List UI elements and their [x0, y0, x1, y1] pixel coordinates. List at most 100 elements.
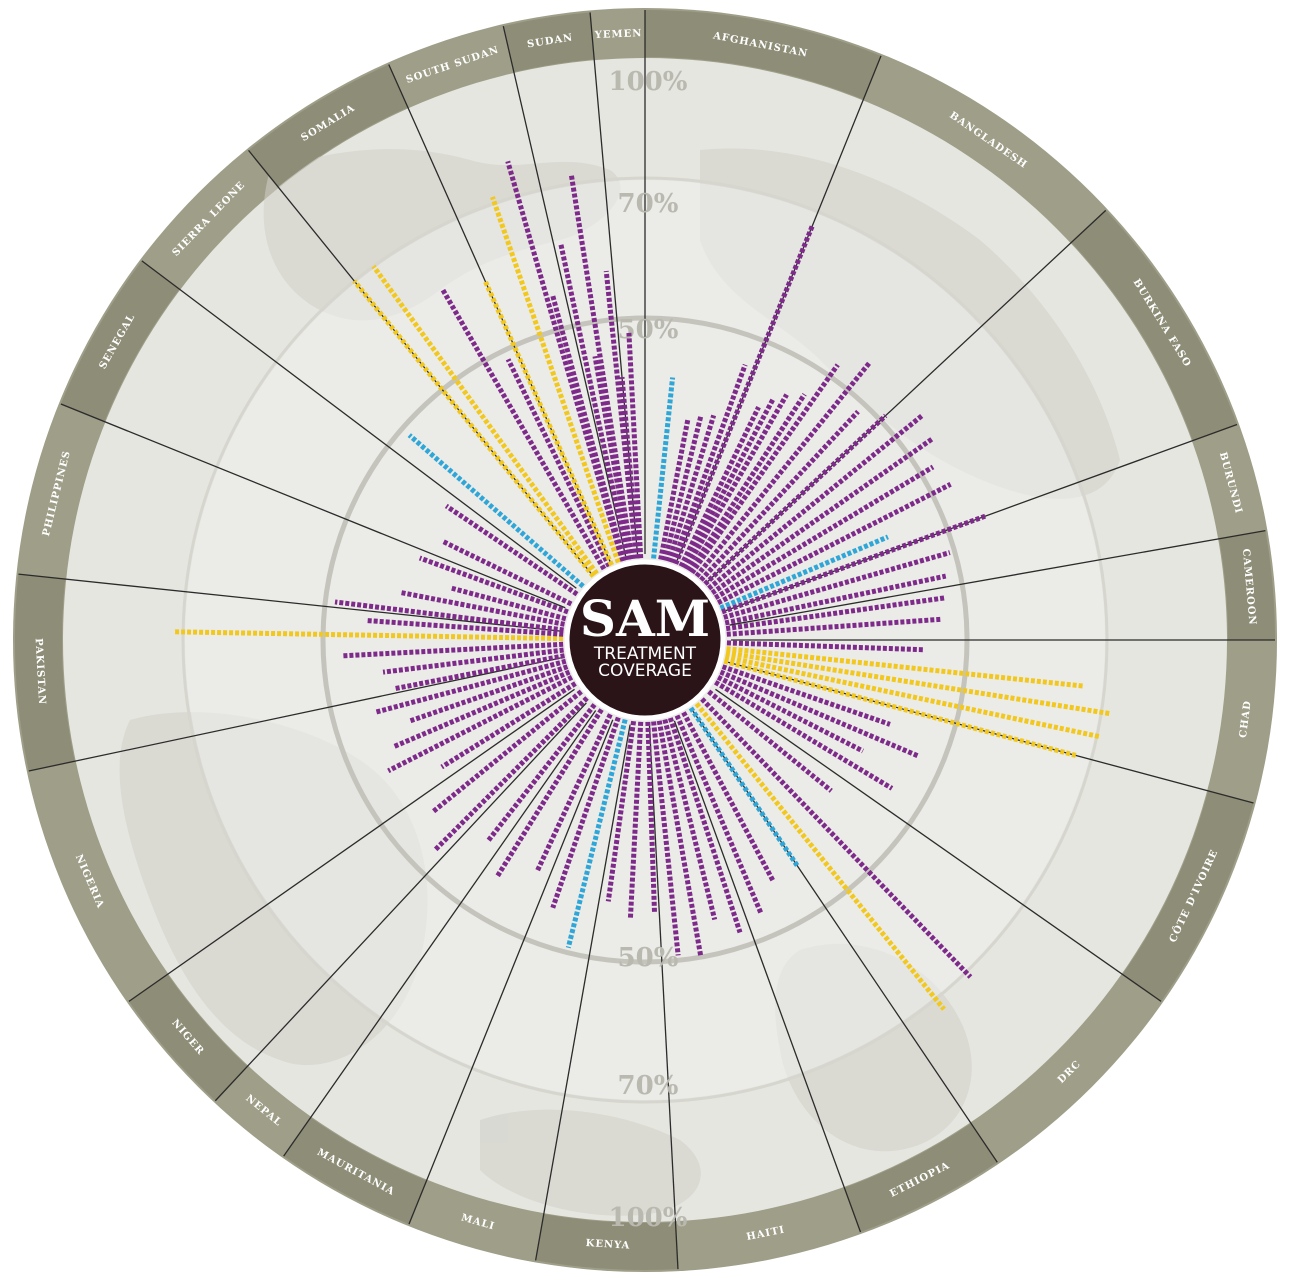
sector-divider — [534, 724, 631, 1261]
scale-label-bottom-50: 50% — [618, 943, 679, 973]
sector-dividers — [15, 10, 1275, 1271]
sector-divider — [128, 688, 575, 1002]
coverage-bar — [367, 618, 564, 637]
coverage-bar — [656, 720, 704, 958]
coverage-bar — [678, 406, 761, 568]
sector-divider — [28, 657, 562, 772]
coverage-bar — [673, 223, 816, 565]
ring-segment — [15, 574, 75, 771]
coverage-bar — [651, 721, 681, 956]
coverage-bar — [430, 689, 583, 815]
coverage-bar — [689, 363, 840, 575]
scale-label-top-50: 50% — [618, 315, 679, 345]
coverage-bar — [707, 689, 833, 793]
scale-label-bottom-100: 100% — [609, 1203, 688, 1233]
coverage-bar — [558, 242, 631, 561]
country-label: KENYA — [585, 1238, 630, 1252]
coverage-bar — [565, 718, 628, 949]
coverage-bar — [592, 355, 634, 560]
ring-segment — [1122, 790, 1254, 1002]
coverage-bar — [382, 647, 564, 675]
coverage-bar — [626, 332, 644, 559]
ring-segment — [645, 10, 882, 100]
coverage-bar — [387, 674, 574, 774]
coverage-bar — [694, 360, 872, 578]
sector-divider — [408, 719, 614, 1225]
coverage-bar — [392, 669, 571, 750]
coverage-bar — [724, 573, 947, 626]
coverage-bar — [568, 173, 635, 560]
ring-segment — [60, 260, 180, 422]
coverage-bar — [352, 279, 596, 578]
coverage-bar — [550, 294, 627, 562]
scale-label-bottom-70: 70% — [618, 1071, 679, 1101]
sector-divider — [729, 529, 1266, 626]
coverage-bar — [439, 287, 607, 571]
coverage-bar — [721, 664, 891, 727]
country-label: PAKISTAN — [33, 638, 47, 705]
coverage-bar — [667, 717, 743, 934]
coverage-bar — [440, 681, 577, 770]
ring-segment — [128, 974, 248, 1101]
coverage-bar — [725, 650, 1112, 717]
coverage-bar — [173, 629, 564, 642]
coverage-bar — [700, 697, 973, 979]
coverage-bar — [699, 409, 860, 582]
coverage-bar — [627, 721, 644, 919]
coverage-bar — [694, 702, 946, 1011]
country-label: CHAD — [1238, 700, 1254, 739]
coverage-bar — [483, 280, 614, 567]
coverage-bar — [714, 464, 935, 600]
coverage-bar — [724, 654, 1101, 740]
center-title: SAM — [580, 589, 710, 648]
coverage-bar — [605, 720, 637, 902]
coverage-bar — [550, 716, 621, 909]
sector-divider — [141, 260, 577, 589]
coverage-bar — [716, 482, 952, 606]
ring-segment — [248, 64, 408, 187]
scale-label-top-70: 70% — [618, 189, 679, 219]
coverage-bar — [444, 503, 579, 597]
coverage-bar — [723, 550, 951, 620]
coverage-bar — [716, 674, 865, 754]
coverage-bar — [505, 160, 625, 562]
ring-segment — [503, 12, 595, 72]
coverage-bar — [371, 264, 599, 576]
ring-segment — [1219, 530, 1275, 640]
coverage-bar — [450, 585, 567, 622]
sector-divider — [18, 573, 560, 632]
sector-divider — [283, 710, 597, 1157]
coverage-bar — [662, 718, 718, 921]
center-subtitle-line1: TREATMENT — [593, 644, 697, 664]
coverage-bar — [666, 414, 717, 563]
coverage-bar — [662, 416, 704, 562]
coverage-bar — [408, 664, 569, 724]
coverage-bar — [645, 721, 658, 914]
coverage-bar — [505, 358, 612, 568]
coverage-bar — [394, 653, 565, 691]
ring-segment — [1071, 210, 1238, 441]
coverage-bar — [723, 658, 1079, 759]
coverage-bar — [670, 363, 748, 564]
coverage-bar — [486, 703, 597, 842]
coverage-bar — [721, 513, 988, 615]
coverage-bar — [687, 392, 807, 573]
coverage-bar — [375, 658, 567, 715]
sector-divider — [589, 12, 639, 555]
coverage-bar — [719, 534, 889, 611]
ring-segments — [15, 10, 1275, 1271]
coverage-bar — [407, 433, 585, 589]
center-subtitle-line2: COVERAGE — [598, 661, 692, 681]
sector-divider — [214, 702, 587, 1102]
coverage-bar — [726, 640, 924, 653]
coverage-bar — [651, 377, 676, 559]
coverage-bar — [681, 711, 776, 883]
coverage-bar — [681, 397, 776, 569]
sector-divider — [673, 720, 862, 1233]
coverage-bars — [173, 160, 1112, 1011]
coverage-bar — [725, 595, 946, 632]
coverage-bar — [683, 393, 789, 571]
coverage-bar — [703, 413, 888, 586]
ring-segment — [844, 1123, 998, 1233]
